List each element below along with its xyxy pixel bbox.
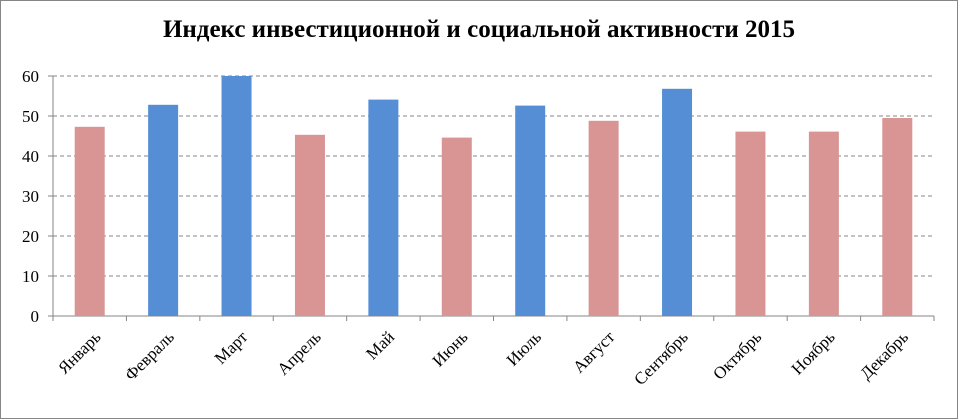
x-tick-label: Март	[211, 327, 252, 368]
x-tick-label: Август	[569, 327, 619, 377]
y-tick-label: 40	[22, 147, 39, 166]
bar-7	[515, 105, 546, 316]
bar-1	[74, 126, 105, 316]
bar-6	[441, 137, 472, 316]
bar-8	[588, 120, 619, 316]
y-tick-label: 50	[22, 107, 39, 126]
x-tick-label: Апрель	[273, 327, 325, 379]
x-tick-label: Сентябрь	[630, 327, 692, 389]
bar-10	[735, 131, 766, 316]
bar-12	[882, 118, 913, 316]
chart-title: Индекс инвестиционной и социальной актив…	[162, 16, 796, 43]
y-tick-label: 20	[22, 227, 39, 246]
bar-2	[148, 104, 179, 316]
x-tick-label: Июль	[503, 327, 545, 369]
bar-11	[808, 131, 839, 316]
y-tick-label: 0	[31, 307, 40, 326]
x-tick-label: Октябрь	[709, 327, 765, 383]
x-tick-label: Декабрь	[856, 327, 912, 383]
bar-3	[221, 76, 252, 316]
x-tick-label: Ноябрь	[788, 327, 839, 378]
bar-4	[294, 134, 325, 316]
x-tick-label: Январь	[54, 327, 104, 377]
bar-9	[662, 88, 693, 316]
bar-5	[368, 99, 399, 316]
y-tick-label: 10	[22, 267, 39, 286]
y-tick-label: 30	[22, 187, 39, 206]
x-tick-label: Февраль	[121, 327, 178, 384]
x-tick-label: Май	[362, 327, 398, 363]
y-tick-label: 60	[22, 67, 39, 86]
x-tick-label: Июнь	[429, 327, 472, 370]
